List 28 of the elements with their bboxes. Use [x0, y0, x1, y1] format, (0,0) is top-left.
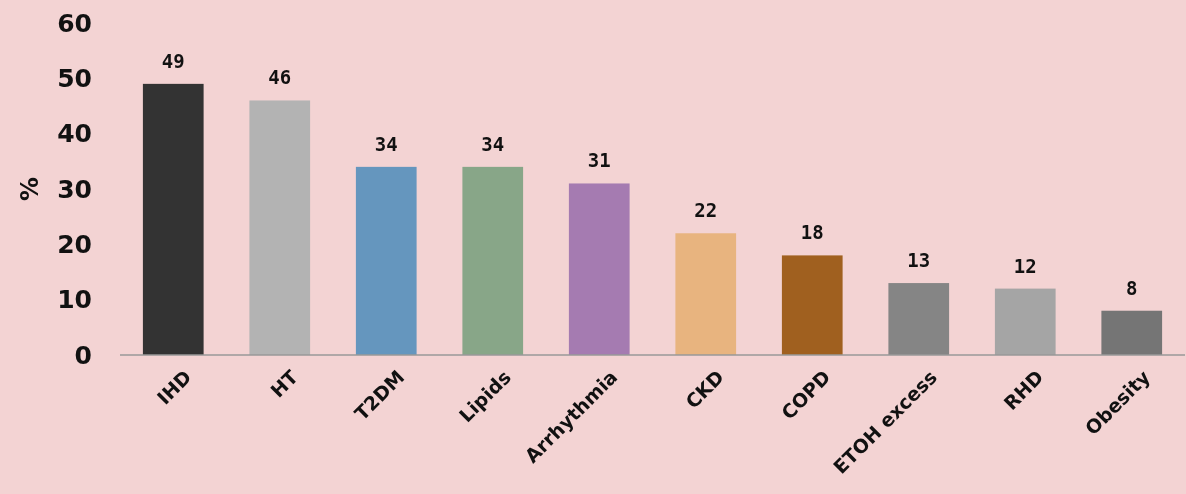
- bar: [462, 166, 524, 355]
- bar: [249, 100, 311, 355]
- y-tick-label: 40: [57, 119, 92, 149]
- y-axis-title: %: [16, 176, 45, 202]
- data-label: 18: [800, 221, 824, 244]
- bar: [142, 83, 204, 355]
- data-label: 22: [694, 199, 718, 222]
- bar: [355, 166, 417, 355]
- bar: [1101, 310, 1163, 355]
- bar: [568, 183, 630, 355]
- y-tick-label: 30: [57, 174, 92, 204]
- y-tick-label: 20: [57, 230, 92, 260]
- data-label: 13: [907, 249, 931, 272]
- data-label: 46: [268, 66, 292, 89]
- y-tick-label: 10: [57, 285, 92, 315]
- bar: [675, 233, 737, 355]
- data-label: 8: [1126, 276, 1138, 299]
- data-label: 49: [161, 49, 185, 72]
- data-label: 31: [587, 149, 611, 172]
- y-tick-label: 50: [57, 64, 92, 94]
- y-tick-label: 60: [57, 8, 92, 38]
- y-tick-label: 0: [74, 340, 92, 370]
- data-label: 34: [374, 132, 398, 155]
- data-label: 34: [481, 132, 505, 155]
- x-tick-label: HT: [266, 365, 302, 402]
- bar: [781, 255, 843, 355]
- bar: [888, 283, 950, 355]
- data-label: 12: [1013, 254, 1037, 277]
